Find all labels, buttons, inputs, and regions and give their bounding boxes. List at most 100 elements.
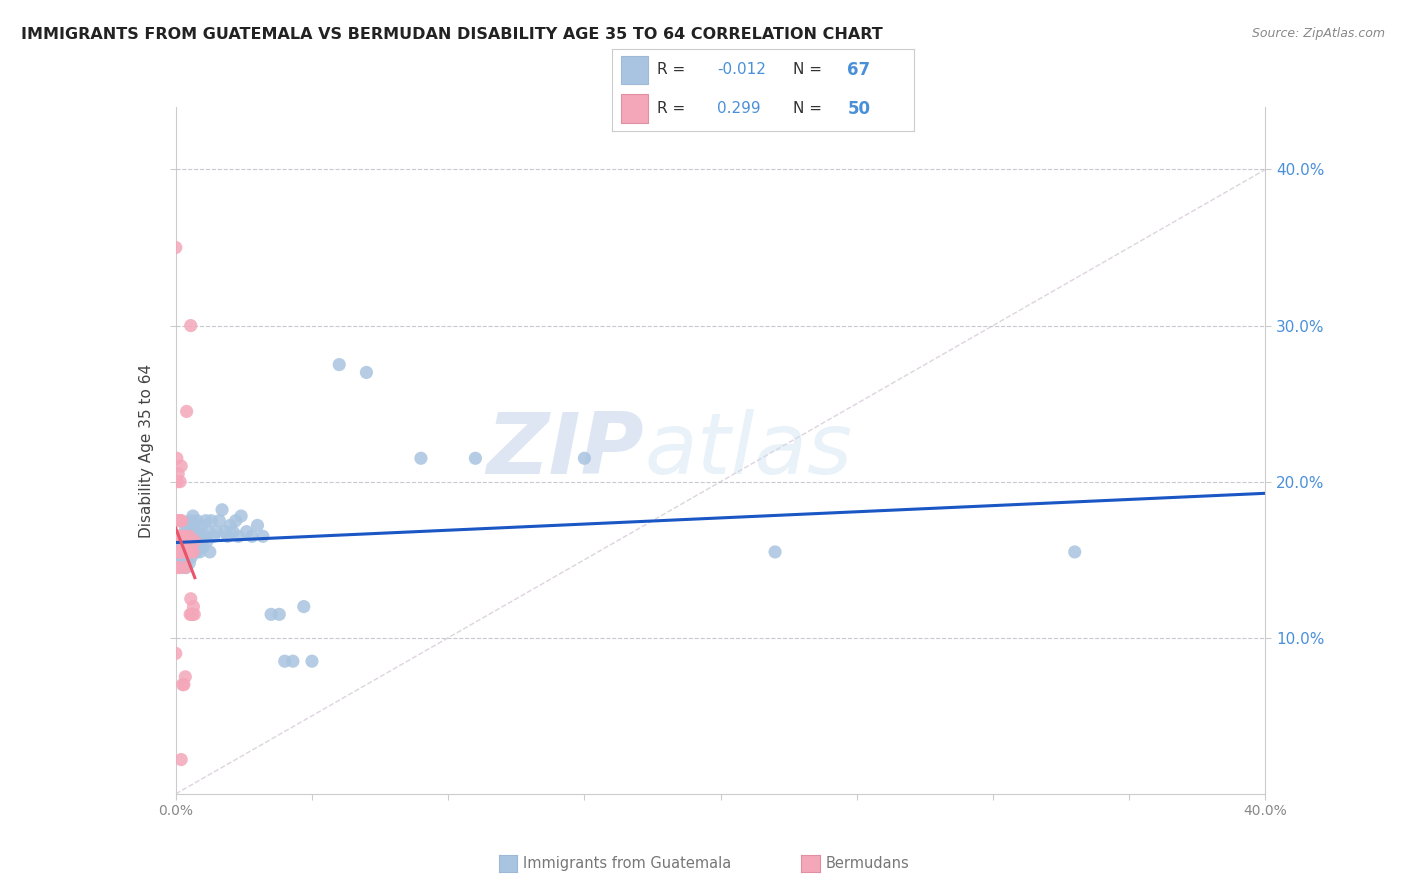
Point — [167, 537, 190, 551]
Point — [225, 514, 247, 528]
Point — [197, 524, 219, 539]
Point — [166, 529, 188, 543]
Point — [165, 646, 187, 660]
Point — [574, 451, 596, 466]
Point — [170, 753, 193, 767]
Text: ZIP: ZIP — [486, 409, 644, 492]
Point — [180, 514, 202, 528]
Point — [208, 514, 231, 528]
Point — [409, 451, 432, 466]
Point — [260, 607, 283, 622]
Point — [166, 514, 188, 528]
Point — [194, 514, 217, 528]
Point — [167, 545, 190, 559]
Point — [187, 533, 209, 548]
Point — [167, 467, 190, 481]
Point — [173, 545, 195, 559]
Point — [198, 545, 221, 559]
Point — [191, 540, 214, 554]
Point — [169, 545, 191, 559]
Point — [174, 529, 197, 543]
Point — [174, 560, 197, 574]
Point — [169, 514, 191, 528]
Point — [186, 545, 208, 559]
Point — [177, 540, 200, 554]
Point — [172, 545, 194, 559]
FancyBboxPatch shape — [620, 55, 648, 85]
Point — [170, 540, 193, 554]
Point — [170, 560, 193, 574]
Point — [235, 524, 257, 539]
Point — [173, 524, 195, 539]
Point — [301, 654, 323, 668]
Point — [186, 514, 208, 528]
Point — [173, 533, 195, 548]
Point — [181, 545, 204, 559]
Text: Source: ZipAtlas.com: Source: ZipAtlas.com — [1251, 27, 1385, 40]
Point — [274, 654, 297, 668]
Point — [205, 524, 228, 539]
Point — [177, 545, 200, 559]
Point — [173, 678, 195, 692]
Point — [222, 524, 245, 539]
Point — [231, 508, 253, 523]
Point — [167, 556, 190, 570]
Point — [176, 518, 198, 533]
Point — [1063, 545, 1085, 559]
Point — [174, 560, 197, 574]
Point — [174, 545, 197, 559]
Point — [166, 475, 188, 489]
Point — [167, 529, 190, 543]
Point — [172, 545, 194, 559]
Point — [356, 366, 378, 380]
Text: IMMIGRANTS FROM GUATEMALA VS BERMUDAN DISABILITY AGE 35 TO 64 CORRELATION CHART: IMMIGRANTS FROM GUATEMALA VS BERMUDAN DI… — [21, 27, 883, 42]
Point — [173, 552, 195, 567]
Point — [202, 529, 225, 543]
Point — [252, 529, 274, 543]
Point — [169, 475, 191, 489]
Point — [172, 678, 194, 692]
Point — [269, 607, 291, 622]
Point — [181, 529, 204, 543]
Text: atlas: atlas — [644, 409, 852, 492]
Text: Immigrants from Guatemala: Immigrants from Guatemala — [523, 856, 731, 871]
Text: 0.299: 0.299 — [717, 101, 761, 116]
Point — [193, 529, 215, 543]
Point — [169, 529, 191, 543]
Text: 67: 67 — [848, 61, 870, 79]
Point — [176, 540, 198, 554]
Point — [328, 358, 350, 372]
Point — [170, 514, 193, 528]
Point — [165, 240, 187, 255]
Point — [180, 549, 202, 564]
Text: R =: R = — [657, 101, 695, 116]
Point — [165, 545, 187, 559]
Point — [240, 529, 263, 543]
Point — [169, 529, 191, 543]
Point — [183, 607, 205, 622]
Point — [186, 524, 209, 539]
Text: Bermudans: Bermudans — [825, 856, 910, 871]
Point — [217, 529, 239, 543]
Point — [177, 533, 200, 548]
Point — [167, 545, 190, 559]
Point — [219, 518, 242, 533]
Point — [183, 524, 205, 539]
Point — [179, 556, 201, 570]
Point — [174, 670, 197, 684]
Point — [166, 451, 188, 466]
Point — [228, 529, 250, 543]
Point — [170, 545, 193, 559]
Point — [181, 545, 204, 559]
Point — [211, 502, 233, 516]
Point — [169, 560, 191, 574]
Text: -0.012: -0.012 — [717, 62, 766, 78]
Point — [184, 533, 207, 548]
Point — [183, 545, 205, 559]
Point — [167, 549, 190, 564]
Point — [180, 318, 202, 333]
Point — [188, 529, 211, 543]
Point — [195, 533, 218, 548]
Point — [172, 533, 194, 548]
Point — [190, 518, 212, 533]
